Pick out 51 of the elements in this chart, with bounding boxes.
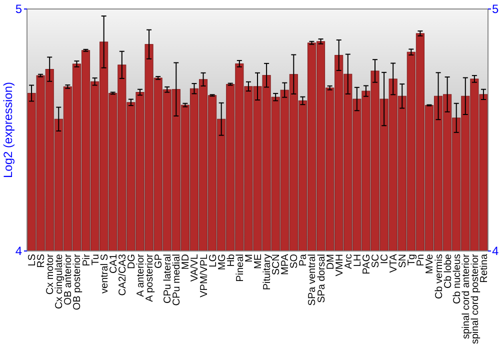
x-tick-label: SCN <box>271 254 282 276</box>
x-tick-label: LH <box>352 254 364 267</box>
x-tick-label: SPa dorsal <box>316 254 328 303</box>
x-tick-label: Cx cingulate <box>54 254 66 310</box>
x-tick-label: Pineal <box>234 254 246 282</box>
x-tick-label: A posterior <box>144 253 156 302</box>
y-axis-title: Log2 (expression) <box>1 82 15 178</box>
x-tick-label: VMH <box>334 254 346 276</box>
x-tick-label: SC <box>370 254 382 268</box>
x-tick-label: Pn <box>416 254 427 266</box>
x-tick-label: Pa <box>298 254 310 266</box>
x-tick-label: DG <box>126 254 138 269</box>
x-tick-label: CA1 <box>108 254 120 274</box>
x-tick-label: OB anterior <box>63 253 74 306</box>
x-tick-label: Retina <box>478 254 490 283</box>
x-tick-label: Pituitary <box>262 254 274 290</box>
x-tick-label: LG <box>208 254 219 268</box>
x-tick-label: Hb <box>226 254 237 267</box>
x-tick-label: IC <box>380 254 391 264</box>
x-tick-label: MVe <box>424 254 436 274</box>
x-tick-label: Tu <box>90 254 102 266</box>
x-tick-label: CA2/CA3 <box>117 254 128 296</box>
x-tick-label: MPA <box>280 254 292 275</box>
x-tick-label: PAG <box>361 254 372 274</box>
x-tick-label: Cb vermis <box>434 254 445 300</box>
x-tick-label: spinal cord posterior <box>470 253 481 344</box>
x-tick-label: CPu medial <box>172 254 183 306</box>
x-tick-label: SN <box>398 254 409 268</box>
x-tick-label: Cb nucleus <box>452 254 463 304</box>
x-tick-label: ventral S <box>99 254 110 294</box>
x-tick-label: SO <box>289 254 300 268</box>
x-tick-label: RS <box>36 254 48 268</box>
x-tick-label: Arc <box>343 254 354 269</box>
x-tick-label: Cb lobe <box>442 254 454 288</box>
y2-tick-label: 5 <box>492 2 499 16</box>
x-tick-label: A anterior <box>135 253 146 297</box>
x-tick-label: spinal cord anterior <box>460 253 472 340</box>
x-tick-label: Tg <box>406 254 418 266</box>
y2-tick-label: 4 <box>492 244 499 258</box>
x-tick-label: ME <box>253 254 264 269</box>
x-tick-label: VTA <box>388 254 400 273</box>
x-tick-label: MG <box>216 254 228 270</box>
x-tick-label: VPM/VPL <box>198 254 210 298</box>
x-tick-label: LS <box>27 254 38 266</box>
x-tick-label: VA/VL <box>190 254 201 282</box>
x-tick-label: DM <box>325 254 336 270</box>
x-tick-label: M <box>244 254 255 262</box>
x-tick-label: Pir <box>81 253 92 266</box>
x-tick-label: OB posterior <box>72 253 84 310</box>
x-tick-label: SPa ventral <box>307 254 318 306</box>
x-tick-label: GP <box>154 254 165 268</box>
